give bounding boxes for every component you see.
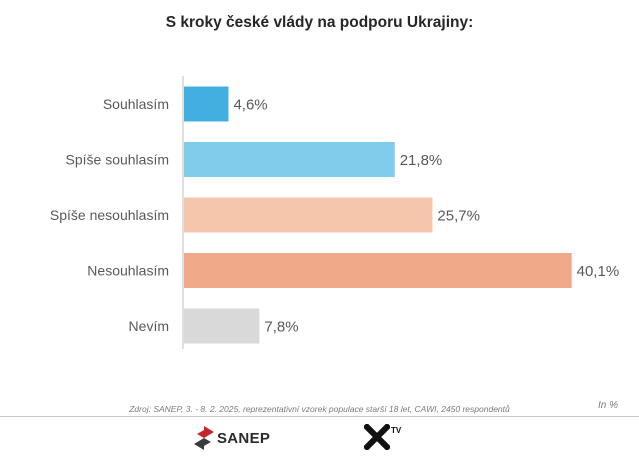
data-label: 7,8%	[264, 319, 298, 336]
bar	[184, 197, 433, 233]
xtv-logo-sup: TV	[391, 426, 402, 435]
sanep-logo-icon	[193, 425, 215, 451]
category-label: Souhlasím	[103, 96, 169, 112]
chart-title: S kroky české vlády na podporu Ukrajiny:	[165, 14, 474, 31]
bar	[184, 86, 229, 122]
sanep-logo-text: SANEP	[217, 429, 271, 447]
data-label: 4,6%	[233, 97, 267, 114]
data-label: 40,1%	[577, 263, 620, 280]
xtv-logo: TV	[364, 424, 401, 452]
footer-divider	[0, 416, 639, 417]
bar	[184, 253, 572, 288]
sanep-logo: SANEP	[193, 424, 270, 452]
unit-label: In %	[598, 400, 619, 411]
category-label: Spíše souhlasím	[66, 152, 170, 168]
data-label: 25,7%	[437, 208, 480, 225]
source-note: Zdroj: SANEP, 3. - 8. 2. 2025, reprezent…	[129, 404, 510, 414]
bar	[184, 142, 395, 177]
bar	[184, 308, 260, 344]
category-label: Nesouhlasím	[87, 263, 169, 279]
category-label: Spíše nesouhlasím	[50, 207, 169, 223]
xtv-logo-icon	[364, 424, 390, 450]
data-label: 21,8%	[400, 152, 443, 169]
bar-chart: Souhlasím 4,6% Spíše souhlasím 21,8% Spíše n…	[50, 76, 620, 349]
category-label: Nevím	[129, 318, 169, 334]
